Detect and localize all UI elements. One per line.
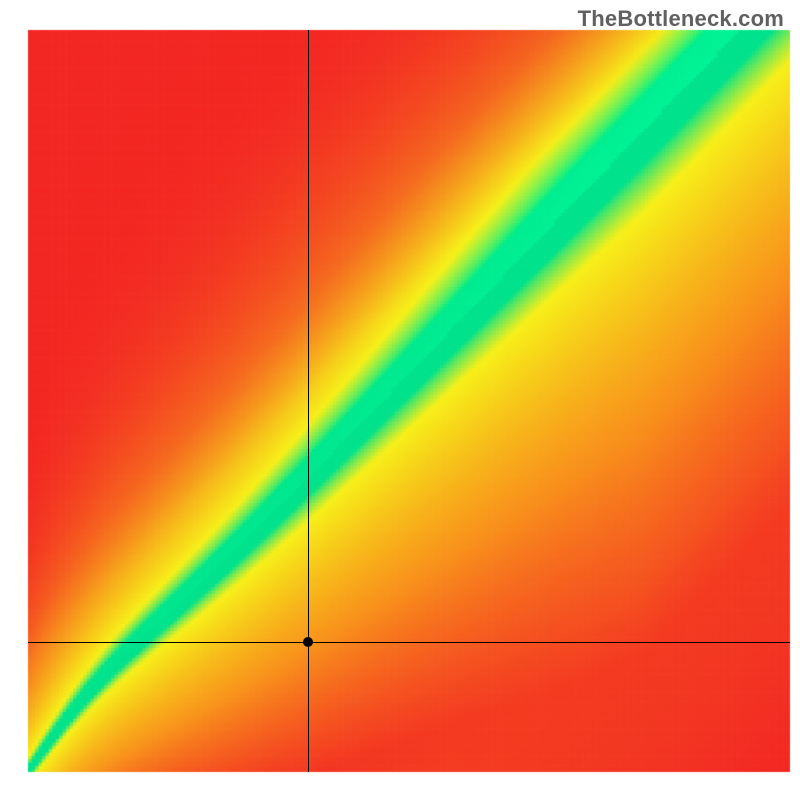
watermark-text: TheBottleneck.com (578, 6, 784, 32)
crosshair-vertical (308, 30, 309, 772)
crosshair-horizontal (28, 642, 790, 643)
crosshair-marker-point (303, 637, 313, 647)
bottleneck-heatmap (0, 0, 800, 800)
chart-container: TheBottleneck.com (0, 0, 800, 800)
